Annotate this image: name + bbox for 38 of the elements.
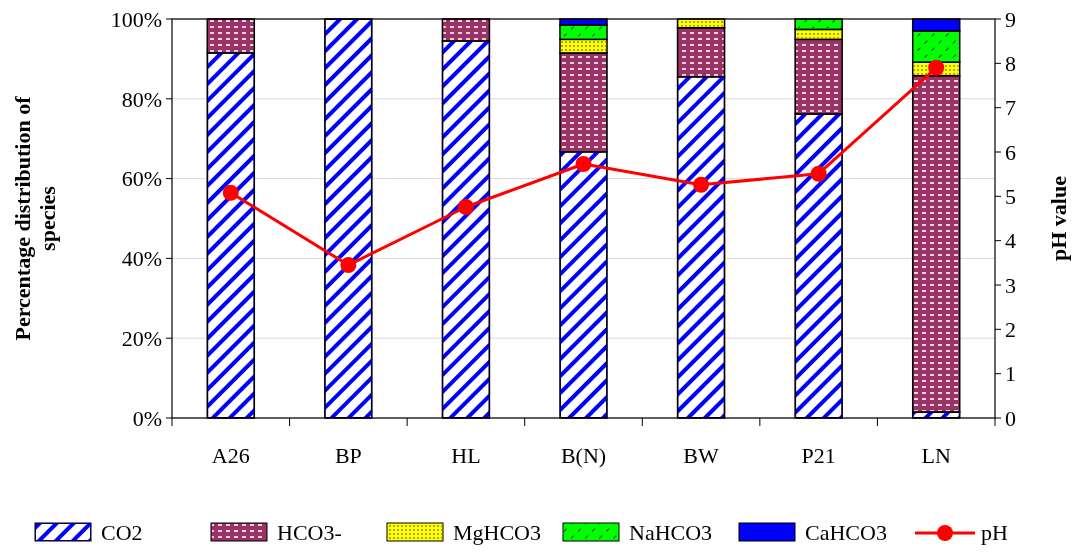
y2-tick-label: 9 [1005, 6, 1016, 32]
legend-label: CaHCO3 [805, 520, 887, 545]
y2-tick-label: 8 [1005, 51, 1016, 77]
y-tick-label: 0% [132, 405, 162, 431]
x-tick-label: A26 [211, 443, 250, 468]
y-tick-label: 100% [110, 6, 162, 32]
point [693, 176, 710, 193]
y2-axis-title: pH value [1046, 175, 1071, 261]
legend-label: HCO3- [277, 520, 342, 545]
point [222, 184, 239, 201]
y-tick-label: 40% [121, 246, 162, 272]
legend-label: CO2 [101, 520, 143, 545]
legend-label: NaHCO3 [629, 520, 713, 545]
y-tick-label: 80% [121, 86, 162, 112]
y-axis-title: Percentage distribution of species [10, 95, 61, 341]
y-tick-label: 20% [121, 325, 162, 351]
y-tick-label: 60% [121, 166, 162, 192]
y2-tick-label: 6 [1005, 139, 1016, 165]
point [928, 59, 945, 76]
y2-tick-label: 5 [1005, 184, 1016, 210]
x-tick-label: B(N) [560, 443, 607, 468]
x-tick-label: HL [451, 443, 481, 468]
legend-label: MgHCO3 [453, 520, 542, 545]
y2-tick-label: 2 [1005, 317, 1016, 343]
x-tick-label: BP [334, 443, 362, 468]
y2-tick-label: 1 [1005, 361, 1016, 387]
y2-tick-label: 4 [1005, 228, 1016, 254]
point [575, 155, 592, 172]
x-tick-label: P21 [801, 443, 836, 468]
point [340, 257, 357, 274]
x-tick-label: BW [683, 443, 720, 468]
y2-tick-label: 0 [1005, 405, 1016, 431]
y2-tick-label: 3 [1005, 272, 1016, 298]
y2-tick-label: 7 [1005, 95, 1016, 121]
point [810, 165, 827, 182]
x-tick-label: LN [921, 443, 951, 468]
point [457, 198, 474, 215]
legend-label: pH [981, 520, 1008, 545]
